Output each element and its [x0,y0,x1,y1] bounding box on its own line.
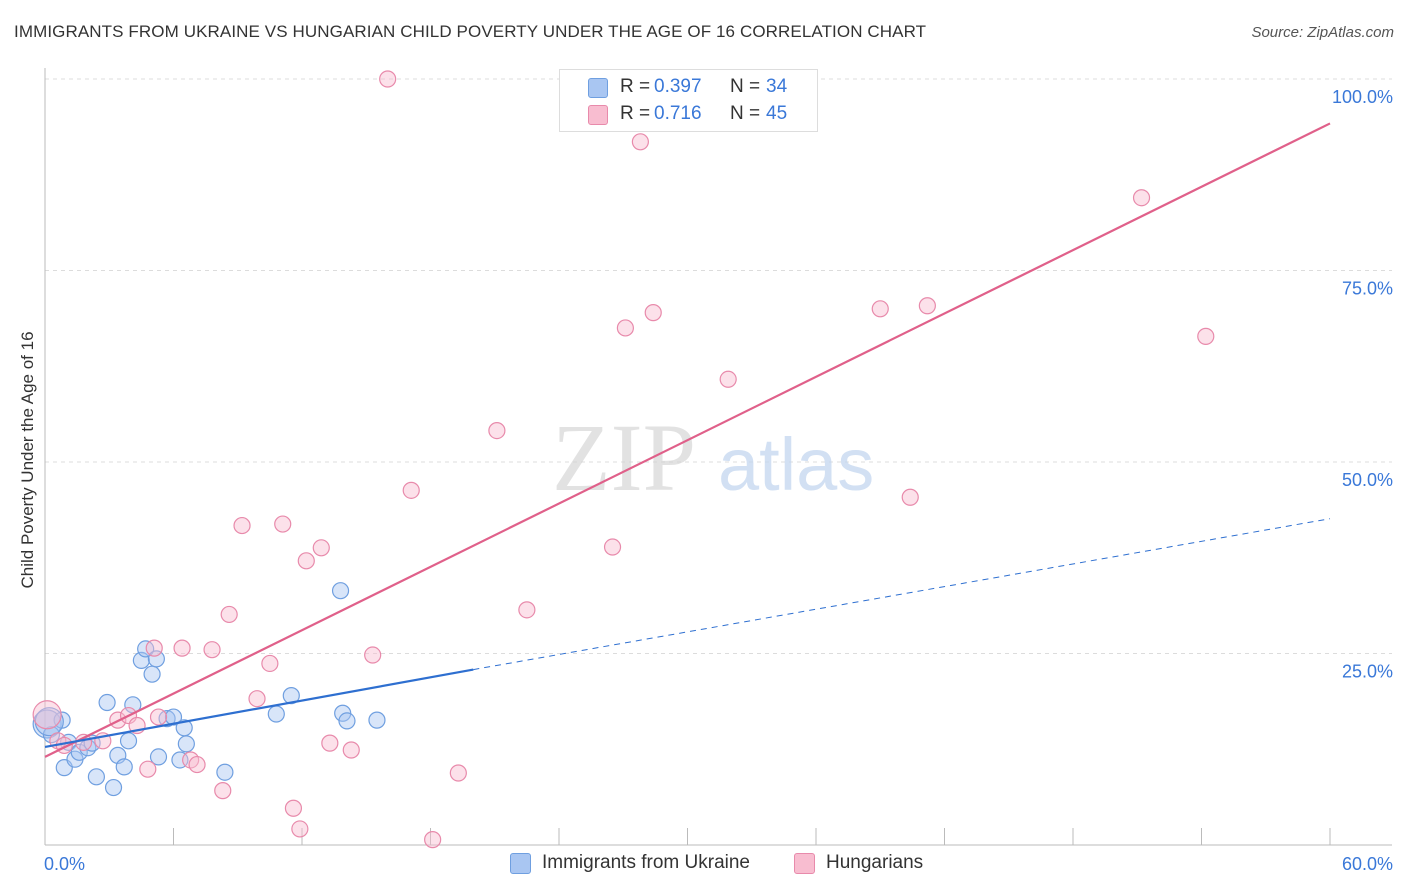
data-point-hungarians [518,601,536,619]
data-point-ukraine [98,693,116,712]
data-point-ukraine [338,712,356,730]
series-swatch-hungarians [794,853,815,874]
data-point-hungarians [402,481,420,499]
legend-swatch-ukraine [588,78,608,98]
data-point-ukraine [115,758,133,776]
data-point-ukraine [282,687,300,705]
source-credit: Source: ZipAtlas.com [1251,24,1394,41]
data-point-hungarians [379,70,397,88]
data-point-ukraine [147,650,165,668]
y-tick-label: 75.0% [1342,279,1393,299]
trend-line-ukraine-extension [473,518,1331,671]
watermark-zip: ZIP [552,404,696,511]
trend-lines [44,122,1331,758]
data-point-hungarians [274,515,292,533]
tick-labels: 25.0% 50.0% 75.0% 100.0% 0.0% 60.0% [44,87,1393,874]
data-point-ukraine [87,768,106,786]
data-point-hungarians [918,297,936,315]
x-tick-label: 0.0% [44,854,85,874]
data-point-hungarians [149,708,168,726]
watermark-atlas: atlas [718,423,874,506]
data-point-hungarians [364,646,382,664]
legend-n-label: N = [730,76,761,97]
data-point-hungarians [603,538,622,556]
legend-r-label: R = [620,103,651,124]
data-point-hungarians [203,641,221,659]
data-point-hungarians [901,488,919,506]
data-point-ukraine [149,748,168,766]
data-point-hungarians [449,764,467,782]
data-point-hungarians [145,639,163,657]
data-point-hungarians [871,300,889,318]
legend-n-label: N = [730,103,761,124]
data-point-hungarians [321,734,339,752]
legend-n-value: 45 [766,103,788,124]
series-swatch-ukraine [510,853,531,874]
grid-lines [45,78,1392,654]
data-point-hungarians [233,516,251,535]
data-point-ukraine [331,582,350,600]
y-tick-label: 50.0% [1342,470,1393,490]
legend-r-value: 0.716 [654,103,702,124]
data-point-hungarians [173,639,191,657]
y-tick-label: 25.0% [1342,662,1393,682]
data-point-hungarians [214,782,232,800]
data-point-ukraine [216,763,234,781]
x-tick-label: 60.0% [1342,854,1393,874]
data-point-ukraine [267,705,285,723]
y-axis-label: Child Poverty Under the Age of 16 [18,331,37,589]
data-point-hungarians [248,690,266,708]
data-point-ukraine [158,710,176,728]
data-point-hungarians [616,319,634,337]
series-label-ukraine: Immigrants from Ukraine [542,852,750,873]
legend-n-value: 34 [766,76,788,97]
data-point-ukraine [119,732,138,750]
data-point-hungarians [284,799,303,817]
data-point-ukraine [143,665,161,683]
axes [44,68,1392,846]
scatter-points [32,70,1215,849]
data-point-hungarians [424,831,442,849]
data-point-ukraine [164,708,183,726]
legend-r-value: 0.397 [654,76,702,97]
chart-title: IMMIGRANTS FROM UKRAINE VS HUNGARIAN CHI… [14,22,927,41]
data-point-hungarians [342,741,360,759]
data-point-hungarians [631,133,649,151]
data-point-hungarians [297,552,315,570]
data-point-ukraine [177,735,195,753]
watermark: ZIP atlas [552,404,874,511]
legend-r-label: R = [620,76,651,97]
data-point-hungarians [1132,189,1151,207]
data-point-ukraine [368,711,386,729]
data-point-hungarians [139,760,157,778]
data-point-hungarians [261,654,279,673]
data-point-hungarians [1197,327,1215,345]
data-point-hungarians [644,304,662,322]
trend-line-hungarians [44,122,1331,758]
y-tick-label: 100.0% [1332,87,1393,107]
data-point-hungarians [291,820,309,838]
data-point-hungarians [188,755,206,774]
data-point-hungarians [312,539,330,557]
data-point-ukraine [137,640,155,658]
trend-line-ukraine [44,668,474,749]
data-point-hungarians [220,605,238,624]
data-point-ukraine [104,778,123,797]
data-point-hungarians [32,700,62,730]
data-point-hungarians [719,370,737,388]
data-point-hungarians [488,421,506,440]
data-point-ukraine [70,743,88,761]
stats-legend: R = 0.397 N = 34 R = 0.716 N = 45 [559,69,818,132]
legend-swatch-hungarians [588,105,608,125]
series-label-hungarians: Hungarians [826,852,924,873]
